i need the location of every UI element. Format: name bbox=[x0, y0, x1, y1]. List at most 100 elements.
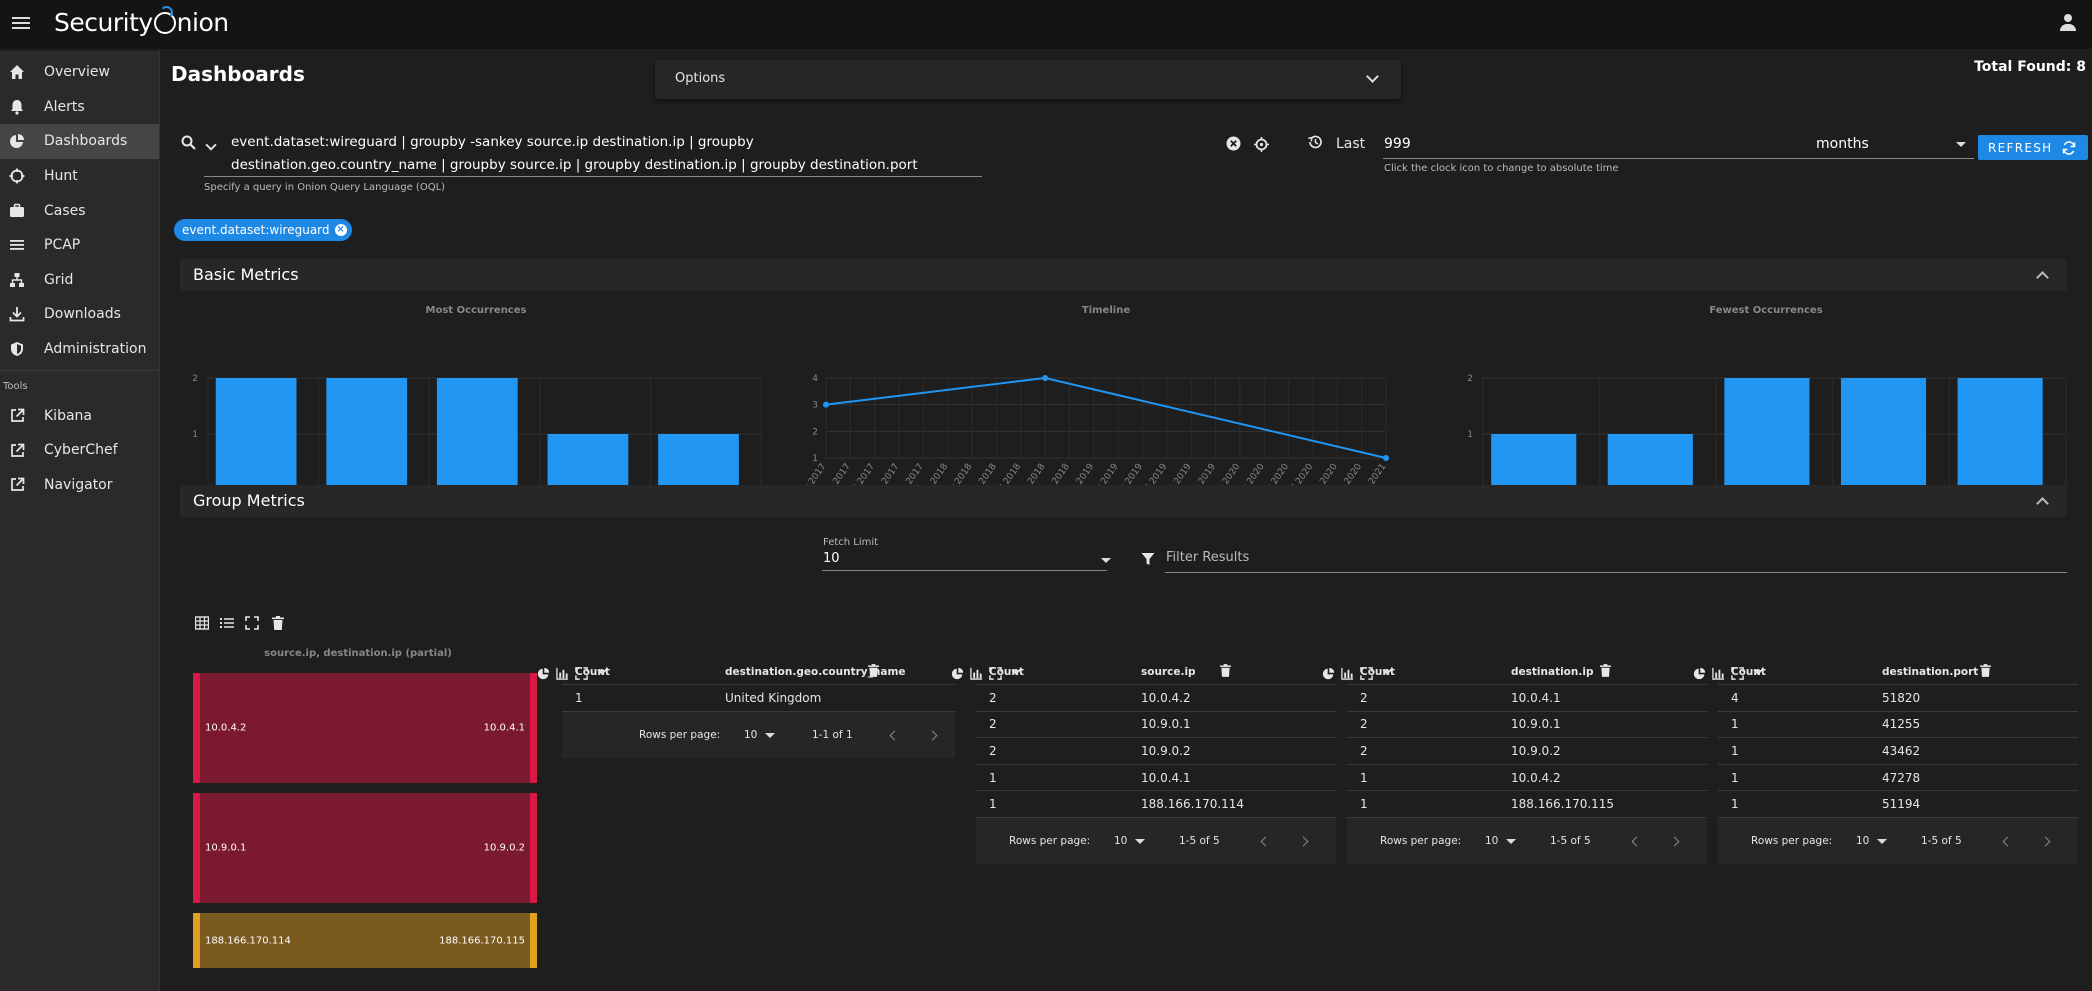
table-row[interactable]: 2 10.0.4.1 bbox=[1347, 685, 1707, 712]
row-value[interactable]: 10.9.0.2 bbox=[1141, 743, 1191, 758]
query-history-chevron-icon[interactable] bbox=[205, 139, 217, 151]
table-row[interactable]: 2 10.9.0.1 bbox=[976, 712, 1336, 739]
row-value[interactable]: 10.0.4.1 bbox=[1511, 690, 1561, 705]
refresh-button[interactable]: REFRESH bbox=[1978, 135, 2088, 160]
row-value[interactable]: 41255 bbox=[1882, 717, 1921, 732]
row-value[interactable]: 47278 bbox=[1882, 770, 1921, 785]
relative-time-input[interactable]: 999 bbox=[1384, 136, 1411, 152]
row-value[interactable]: 51820 bbox=[1882, 690, 1921, 705]
row-value[interactable]: 188.166.170.115 bbox=[1511, 797, 1615, 812]
sidebar-item-overview[interactable]: Overview bbox=[0, 55, 159, 90]
pie-chart-icon[interactable] bbox=[1322, 665, 1335, 684]
sidebar-item-downloads[interactable]: Downloads bbox=[0, 297, 159, 332]
sankey-flow[interactable]: 10.0.4.2 10.0.4.1 bbox=[193, 673, 537, 783]
options-panel[interactable]: Options bbox=[655, 60, 1401, 99]
bar-chart-icon[interactable] bbox=[1712, 665, 1725, 684]
row-value[interactable]: 10.0.4.2 bbox=[1141, 690, 1191, 705]
sankey-flow[interactable]: 188.166.170.114 188.166.170.115 bbox=[193, 913, 537, 968]
time-unit-select[interactable]: months bbox=[1816, 136, 1869, 152]
sidebar-item-dashboards[interactable]: Dashboards bbox=[0, 124, 159, 159]
bar-chart-icon[interactable] bbox=[970, 665, 983, 684]
filter-results-input[interactable]: Filter Results bbox=[1166, 550, 1250, 565]
row-value[interactable]: 10.0.4.2 bbox=[1511, 770, 1561, 785]
sort-dropdown-icon[interactable] bbox=[1753, 670, 1763, 675]
bar-chart-icon[interactable] bbox=[1341, 665, 1354, 684]
table-row[interactable]: 1 10.0.4.2 bbox=[1347, 765, 1707, 792]
column-header[interactable]: source.ip bbox=[1141, 665, 1196, 678]
trash-icon[interactable] bbox=[1220, 663, 1231, 680]
sidebar-item-cyberchef[interactable]: CyberChef bbox=[0, 433, 159, 468]
sort-dropdown-icon[interactable] bbox=[1011, 670, 1021, 675]
fullscreen-icon[interactable] bbox=[1731, 665, 1744, 684]
row-value[interactable]: 43462 bbox=[1882, 743, 1921, 758]
table-row[interactable]: 2 10.9.0.2 bbox=[1347, 738, 1707, 765]
table-row[interactable]: 1 188.166.170.114 bbox=[976, 791, 1336, 818]
trash-icon[interactable] bbox=[272, 615, 284, 634]
trash-icon[interactable] bbox=[1600, 663, 1611, 680]
rows-per-page-select[interactable]: 10 bbox=[1485, 834, 1499, 847]
row-value[interactable]: 10.9.0.1 bbox=[1141, 717, 1191, 732]
pie-chart-icon[interactable] bbox=[537, 665, 550, 684]
row-value[interactable]: United Kingdom bbox=[725, 690, 822, 705]
row-value[interactable]: 10.0.4.1 bbox=[1141, 770, 1191, 785]
clear-query-icon[interactable] bbox=[1226, 136, 1241, 155]
row-value[interactable]: 10.9.0.1 bbox=[1511, 717, 1561, 732]
sort-dropdown-icon[interactable] bbox=[1382, 670, 1392, 675]
fullscreen-icon[interactable] bbox=[245, 615, 259, 634]
row-value[interactable]: 188.166.170.114 bbox=[1141, 797, 1245, 812]
query-input[interactable]: event.dataset:wireguard | groupby -sanke… bbox=[231, 134, 918, 173]
prev-page-icon[interactable] bbox=[1631, 836, 1642, 847]
next-page-icon[interactable] bbox=[1669, 836, 1680, 847]
fetch-limit-select[interactable]: 10 bbox=[823, 551, 840, 566]
history-clock-icon[interactable] bbox=[1307, 134, 1323, 154]
filter-chip[interactable]: event.dataset:wireguard × bbox=[174, 219, 352, 241]
pie-chart-icon[interactable] bbox=[1693, 665, 1706, 684]
sankey-flow[interactable]: 10.9.0.1 10.9.0.2 bbox=[193, 793, 537, 903]
row-value[interactable]: 51194 bbox=[1882, 797, 1921, 812]
fullscreen-icon[interactable] bbox=[575, 665, 588, 684]
table-row[interactable]: 1 10.0.4.1 bbox=[976, 765, 1336, 792]
collapse-chevron-icon[interactable] bbox=[2036, 497, 2049, 510]
sidebar-item-pcap[interactable]: PCAP bbox=[0, 228, 159, 263]
table-row[interactable]: 2 10.9.0.1 bbox=[1347, 712, 1707, 739]
group-metrics-header[interactable]: Group Metrics bbox=[180, 485, 2067, 517]
table-view-icon[interactable] bbox=[194, 615, 210, 634]
sidebar-item-cases[interactable]: Cases bbox=[0, 193, 159, 228]
sidebar-item-hunt[interactable]: Hunt bbox=[0, 159, 159, 194]
bar-chart-icon[interactable] bbox=[556, 665, 569, 684]
sidebar-item-grid[interactable]: Grid bbox=[0, 263, 159, 298]
rows-per-page-select[interactable]: 10 bbox=[1856, 834, 1870, 847]
table-row[interactable]: 4 51820 bbox=[1718, 685, 2078, 712]
fullscreen-icon[interactable] bbox=[1360, 665, 1373, 684]
trash-icon[interactable] bbox=[1980, 663, 1991, 680]
basic-metrics-header[interactable]: Basic Metrics bbox=[180, 259, 2067, 291]
table-row[interactable]: 1 51194 bbox=[1718, 791, 2078, 818]
table-row[interactable]: 1 43462 bbox=[1718, 738, 2078, 765]
trash-icon[interactable] bbox=[868, 663, 879, 680]
table-row[interactable]: 1 41255 bbox=[1718, 712, 2078, 739]
hamburger-menu-icon[interactable] bbox=[12, 14, 30, 34]
list-view-icon[interactable] bbox=[220, 615, 234, 634]
pie-chart-icon[interactable] bbox=[951, 665, 964, 684]
sidebar-item-alerts[interactable]: Alerts bbox=[0, 90, 159, 125]
prev-page-icon[interactable] bbox=[2002, 836, 2013, 847]
rows-per-page-select[interactable]: 10 bbox=[744, 728, 758, 741]
table-row[interactable]: 1 188.166.170.115 bbox=[1347, 791, 1707, 818]
column-header[interactable]: destination.port bbox=[1882, 665, 1979, 678]
sidebar-item-administration[interactable]: Administration bbox=[0, 332, 159, 367]
table-row[interactable]: 2 10.9.0.2 bbox=[976, 738, 1336, 765]
column-header[interactable]: destination.ip bbox=[1511, 665, 1594, 678]
crosshair-icon[interactable] bbox=[1254, 137, 1269, 156]
table-row[interactable]: 1 47278 bbox=[1718, 765, 2078, 792]
prev-page-icon[interactable] bbox=[1260, 836, 1271, 847]
collapse-chevron-icon[interactable] bbox=[2036, 271, 2049, 284]
column-header[interactable]: destination.geo.country_name bbox=[725, 665, 906, 678]
next-page-icon[interactable] bbox=[927, 730, 938, 741]
next-page-icon[interactable] bbox=[1298, 836, 1309, 847]
table-row[interactable]: 2 10.0.4.2 bbox=[976, 685, 1336, 712]
chip-close-icon[interactable]: × bbox=[334, 224, 347, 236]
next-page-icon[interactable] bbox=[2040, 836, 2051, 847]
fullscreen-icon[interactable] bbox=[989, 665, 1002, 684]
sidebar-item-kibana[interactable]: Kibana bbox=[0, 398, 159, 433]
sort-dropdown-icon[interactable] bbox=[597, 670, 607, 675]
